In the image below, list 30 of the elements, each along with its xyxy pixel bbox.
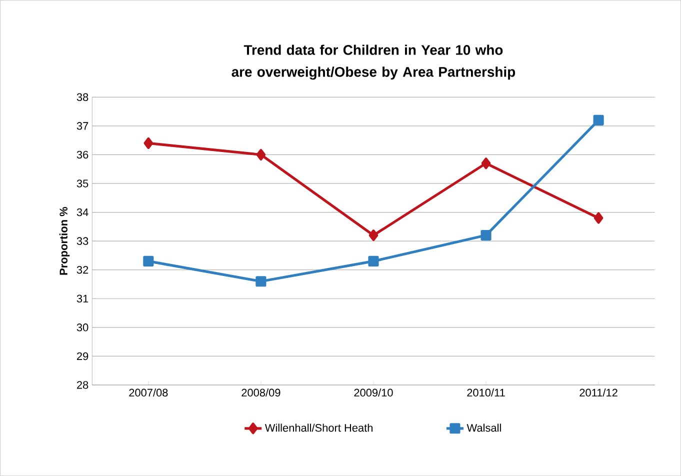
point (481, 158, 491, 170)
legend-label: Willenhall/Short Heath (264, 424, 372, 432)
y-tick-label: 36 (76, 150, 88, 159)
legend-label: Walsall (466, 424, 501, 432)
y-tick-label: 34 (76, 208, 88, 216)
x-tick-label: 2011/12 (580, 388, 618, 396)
point (143, 256, 154, 266)
y-tick-label: 29 (77, 352, 88, 360)
y-tick-label: 31 (76, 294, 88, 302)
y-axis-title: Proportion % (59, 206, 70, 275)
y-tick-label: 28 (77, 381, 88, 389)
x-tick-label: 2009/10 (354, 388, 393, 396)
x-tick-label: 2008/09 (242, 388, 280, 396)
chart-title: Trend data for Children in Year 10 who are overweight/Obese by Area Partnership (232, 44, 516, 80)
point (480, 230, 492, 241)
x-tick-label: 2007/08 (129, 388, 168, 396)
y-tick-label: 30 (76, 323, 88, 332)
point (256, 148, 266, 160)
point (256, 276, 266, 287)
point (368, 229, 378, 242)
y-tick-label: 37 (76, 122, 88, 130)
y-tick-label: 38 (76, 93, 88, 101)
point (593, 114, 604, 126)
y-tick-label: 33 (76, 237, 88, 245)
y-tick-label: 32 (76, 266, 88, 274)
point (368, 256, 379, 266)
point (594, 212, 604, 224)
y-tick-label: 35 (76, 180, 88, 188)
point (144, 137, 154, 149)
x-tick-label: 2010/11 (467, 388, 505, 396)
